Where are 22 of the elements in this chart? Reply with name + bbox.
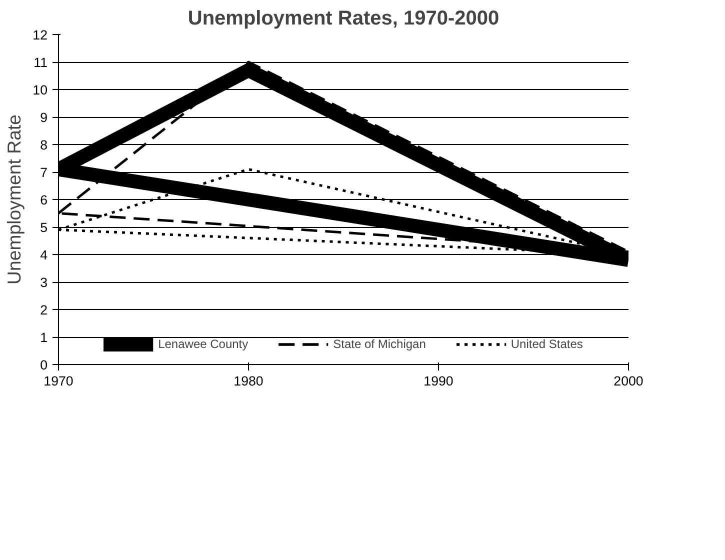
y-tick-label: 8 xyxy=(40,138,48,152)
y-tick-label: 9 xyxy=(40,110,48,125)
y-tick-label: 2 xyxy=(40,302,48,318)
chart-title: Unemployment Rates, 1970-2000 xyxy=(188,8,500,30)
y-tick-label: 12 xyxy=(32,28,48,42)
y-axis-title: Unemployment Rate xyxy=(4,114,25,285)
x-tick-label: 1970 xyxy=(44,374,74,388)
y-tick-label: 0 xyxy=(40,358,48,372)
legend-label: State of Michigan xyxy=(333,337,426,351)
x-tick-label: 1980 xyxy=(234,374,264,388)
y-tick-label: 11 xyxy=(34,55,48,70)
y-tick-label: 1 xyxy=(40,330,48,345)
y-tick-label: 7 xyxy=(40,165,48,180)
legend-label: Lenawee County xyxy=(158,337,248,351)
x-tick-label: 2000 xyxy=(614,374,644,388)
y-tick-label: 3 xyxy=(40,275,48,290)
y-tick-label: 6 xyxy=(40,192,48,208)
y-tick-label: 10 xyxy=(32,82,48,98)
legend-label: United States xyxy=(510,337,583,351)
y-tick-label: 5 xyxy=(40,220,48,235)
x-tick-label: 1990 xyxy=(424,374,454,388)
y-tick-label: 4 xyxy=(40,248,48,262)
